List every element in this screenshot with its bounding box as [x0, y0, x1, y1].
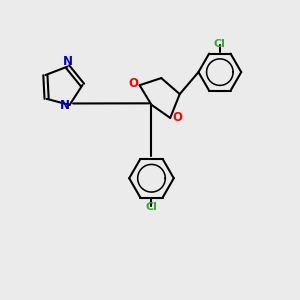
Text: N: N	[63, 55, 73, 68]
Text: O: O	[128, 77, 138, 90]
Text: Cl: Cl	[214, 39, 226, 49]
Text: Cl: Cl	[146, 202, 158, 212]
Text: N: N	[60, 99, 70, 112]
Text: O: O	[172, 111, 183, 124]
